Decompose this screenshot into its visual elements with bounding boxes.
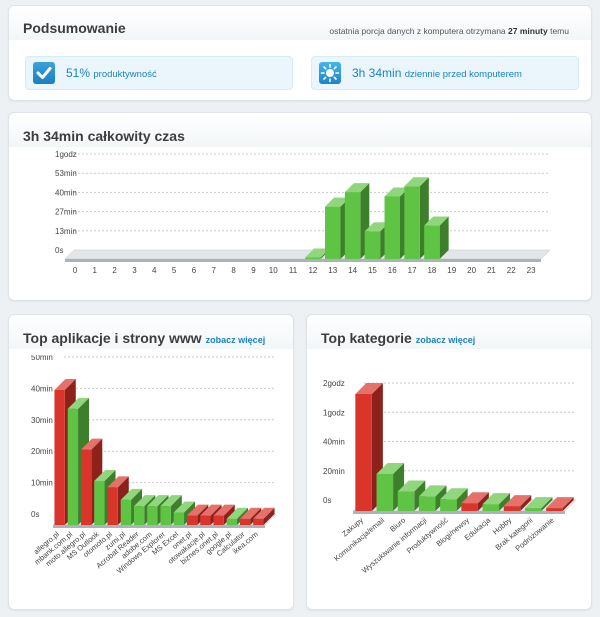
total-time-title: 3h 34min całkowity czas xyxy=(23,128,185,144)
x-tick-label: 23 xyxy=(527,266,536,275)
total-time-header xyxy=(9,113,591,147)
top-categories-header xyxy=(307,315,591,349)
last-data-status: ostatnia porcja danych z komputera otrzy… xyxy=(329,26,569,36)
x-tick-label: 9 xyxy=(251,266,256,275)
status-value: 27 minuty xyxy=(508,26,548,36)
top-apps-title-row: Top aplikacje i strony www zobacz więcej xyxy=(23,330,265,346)
checkmark-icon xyxy=(33,62,55,84)
categories-more-link[interactable]: zobacz więcej xyxy=(415,335,476,345)
y-tick-label: 50min xyxy=(31,355,53,362)
status-prefix: ostatnia porcja danych z komputera otrzy… xyxy=(329,26,506,36)
y-tick-label: 0s xyxy=(323,496,331,505)
y-tick-label: 53min xyxy=(55,169,77,178)
y-tick-label: 40min xyxy=(55,188,77,197)
x-tick-label: 2 xyxy=(112,266,117,275)
bar xyxy=(461,492,489,511)
y-tick-label: 10min xyxy=(31,479,53,488)
sun-icon xyxy=(319,62,341,84)
y-tick-label: 40min xyxy=(31,384,53,393)
x-tick-label: 14 xyxy=(348,266,357,275)
productivity-value: 51% xyxy=(66,66,91,80)
y-tick-label: 20min xyxy=(323,467,345,476)
x-tick-label: 4 xyxy=(152,266,157,275)
x-tick-label: 3 xyxy=(132,266,137,275)
x-tick-label: 22 xyxy=(507,266,516,275)
summary-title: Podsumowanie xyxy=(23,20,126,36)
x-tick-label: 19 xyxy=(447,266,456,275)
bar xyxy=(440,488,468,511)
x-tick-label: 7 xyxy=(212,266,217,275)
total-time-panel: 3h 34min całkowity czas 0s 13min 27min 40mi… xyxy=(8,112,592,301)
bar xyxy=(418,485,447,511)
bar xyxy=(482,493,511,511)
x-tick-label: 6 xyxy=(192,266,197,275)
y-tick-label: 2godz xyxy=(323,379,345,388)
summary-header xyxy=(9,6,591,40)
x-tick-label: 15 xyxy=(368,266,377,275)
x-tick-label: 16 xyxy=(388,266,397,275)
y-tick-label: 20min xyxy=(31,447,53,456)
x-tick-label: 5 xyxy=(172,266,177,275)
daily-time-label: dziennie przed komputerem xyxy=(404,69,522,80)
x-tick-label: 12 xyxy=(308,266,317,275)
bar xyxy=(546,497,574,511)
top-categories-panel: Top kategorie zobacz więcej 0s 20min 40min 1… xyxy=(306,314,592,610)
top-categories-bar-chart: 0s20min40min1godz2godzZakupyKomunikacja/… xyxy=(323,379,577,575)
top-apps-title: Top aplikacje i strony www xyxy=(23,330,202,346)
productivity-card: 51% produktywność xyxy=(25,56,293,90)
x-tick-label: 1 xyxy=(93,266,98,275)
bar xyxy=(253,507,275,525)
x-tick-label: 10 xyxy=(269,266,278,275)
y-tick-label: 13min xyxy=(55,227,77,236)
top-categories-title-row: Top kategorie zobacz więcej xyxy=(321,330,475,346)
x-tick-label: 11 xyxy=(289,266,298,275)
daily-time-value: 3h 34min xyxy=(352,66,402,80)
x-tick-label: 20 xyxy=(467,266,476,275)
status-suffix: temu xyxy=(550,26,569,36)
bar xyxy=(355,383,383,511)
bar xyxy=(213,504,235,525)
x-tick-label: 18 xyxy=(427,266,436,275)
y-tick-label: 1godz xyxy=(55,150,77,159)
apps-more-link[interactable]: zobacz więcej xyxy=(205,335,266,345)
bar xyxy=(524,497,553,511)
y-tick-label: 27min xyxy=(55,208,77,217)
y-tick-label: 40min xyxy=(323,438,345,447)
x-tick-label: 8 xyxy=(231,266,236,275)
summary-panel: Podsumowanie ostatnia porcja danych z ko… xyxy=(8,5,592,101)
chart-floor-edge xyxy=(53,525,265,528)
daily-time-card: 3h 34min dziennie przed komputerem xyxy=(311,56,579,90)
y-tick-label: 0s xyxy=(55,246,63,255)
top-apps-panel: Top aplikacje i strony www zobacz więcej … xyxy=(8,314,294,610)
top-apps-header xyxy=(9,315,293,349)
y-tick-label: 0s xyxy=(31,510,39,519)
top-apps-bar-chart: 0s10min20min30min40min50minallegro.plmba… xyxy=(31,355,277,575)
productivity-label: produktywność xyxy=(93,69,157,80)
bar xyxy=(424,216,449,259)
x-tick-label: 13 xyxy=(328,266,337,275)
y-tick-label: 1godz xyxy=(323,408,345,417)
x-tick-label: 0 xyxy=(73,266,78,275)
bar xyxy=(503,495,532,511)
x-tick-label: 21 xyxy=(487,266,496,275)
chart-floor-edge xyxy=(353,511,565,514)
chart-floor-edge xyxy=(65,259,541,262)
y-tick-label: 30min xyxy=(31,416,53,425)
top-categories-title: Top kategorie xyxy=(321,330,412,346)
x-tick-label: 17 xyxy=(408,266,417,275)
